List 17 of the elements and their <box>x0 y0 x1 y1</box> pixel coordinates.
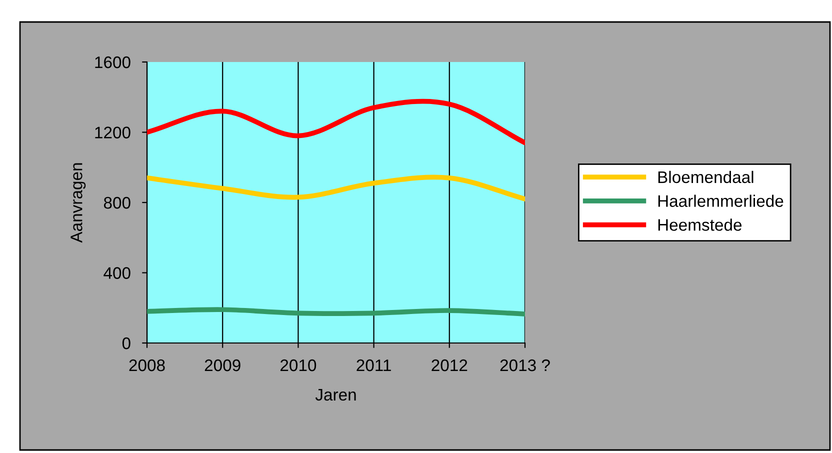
y-tick-label: 400 <box>104 267 130 279</box>
legend-label: Heemstede <box>658 218 742 231</box>
x-axis-title: Jaren <box>315 389 356 401</box>
y-tick-label: 1200 <box>95 126 130 138</box>
x-tick-label: 2013 ? <box>500 359 550 372</box>
x-tick-label: 2010 <box>280 359 316 372</box>
x-tick-label: 2012 <box>432 359 468 372</box>
legend-label: Haarlemmerliede <box>658 194 784 207</box>
y-tick-label: 0 <box>122 337 130 350</box>
y-tick-label: 800 <box>104 196 130 209</box>
legend-label: Bloemendaal <box>658 170 754 184</box>
y-tick-label: 1600 <box>95 56 130 68</box>
x-tick-label: 2009 <box>204 359 240 372</box>
x-tick-label: 2011 <box>356 359 391 372</box>
line-series <box>147 174 525 202</box>
x-tick-label: 2008 <box>129 359 165 372</box>
y-axis-title: Aanvragen <box>70 163 86 243</box>
